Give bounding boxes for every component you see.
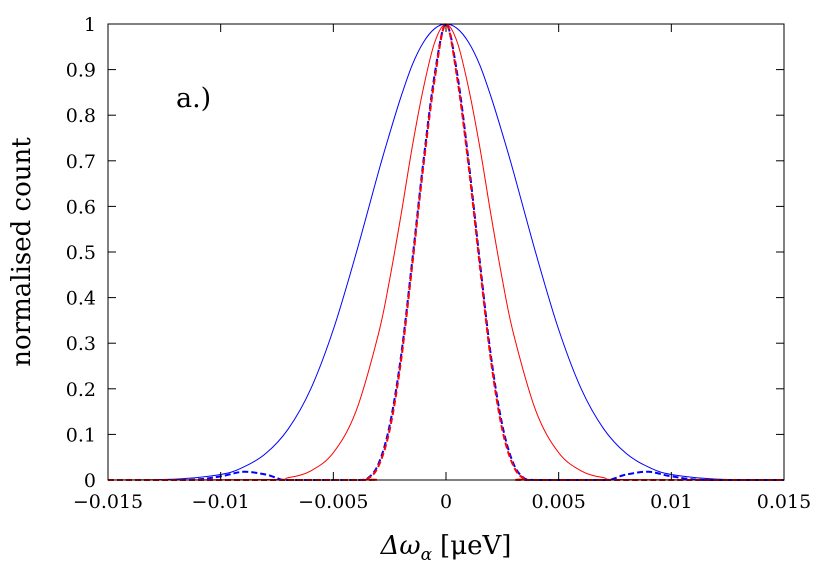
x-axis-label: Δωα [μeV] [380,531,512,565]
y-tick-label-7: 0.7 [66,151,96,173]
y-tick-label-10: 1 [84,14,96,36]
y-tick-label-5: 0.5 [66,242,96,264]
y-tick-label-1: 0.1 [66,424,96,446]
x-tick-label-4: 0.005 [531,491,585,513]
y-tick-label-0: 0 [84,470,96,492]
x-tick-label-1: −0.01 [192,491,250,513]
y-tick-label-8: 0.8 [66,105,96,127]
x-tick-labels: −0.015 −0.01 −0.005 0 0.005 0.01 0.015 [73,491,811,513]
y-tick-label-2: 0.2 [66,379,96,401]
series-4-line [108,22,784,481]
x-tick-label-3: 0 [440,491,452,513]
x-axis-label-subscript: α [421,545,433,565]
x-tick-label-6: 0.015 [757,491,811,513]
y-axis-label: normalised count [7,137,37,367]
y-tick-label-3: 0.3 [66,333,96,355]
panel-annotation: a.) [176,83,211,114]
y-tick-labels: 0 0.1 0.2 0.3 0.4 0.5 0.6 0.7 0.8 0.9 1 [66,14,96,492]
y-tick-label-6: 0.6 [66,196,96,218]
y-tick-label-4: 0.4 [66,288,96,310]
x-axis-label-unit: [μeV] [440,531,511,561]
x-tick-label-2: −0.005 [298,491,368,513]
x-tick-label-5: 0.01 [650,491,692,513]
x-tick-label-0: −0.015 [73,491,143,513]
x-axis-label-symbol: Δω [380,531,421,561]
y-tick-label-9: 0.9 [66,60,96,82]
axis-ticks [107,23,785,481]
